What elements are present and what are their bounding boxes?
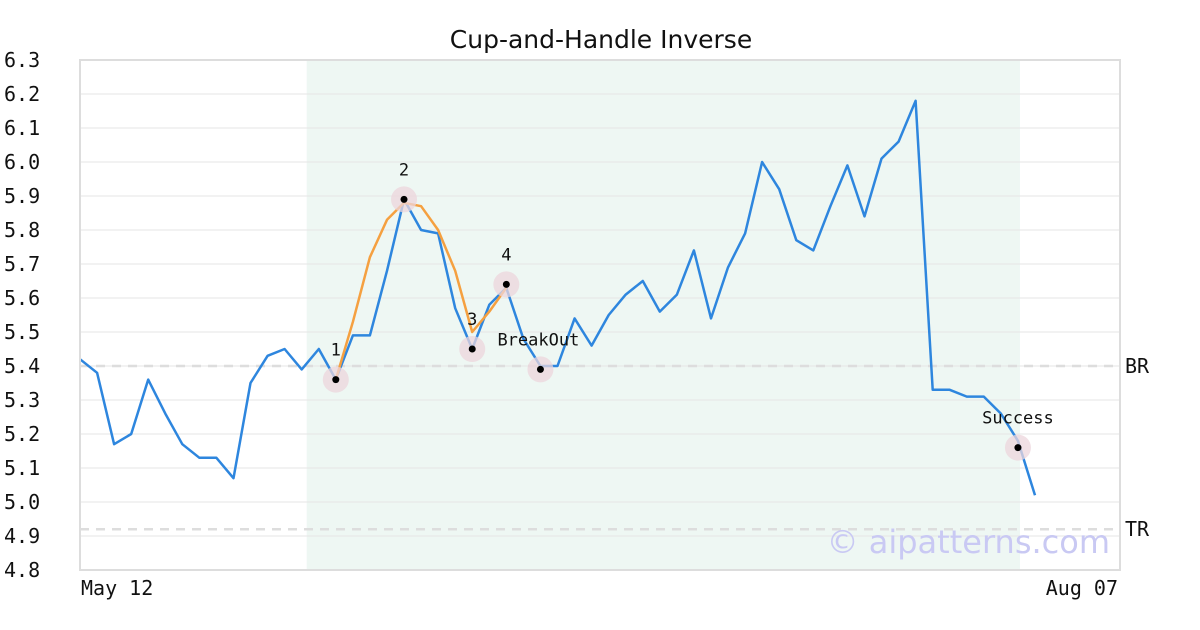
x-tick-label-end: Aug 07	[1046, 576, 1118, 600]
y-tick-label: 5.1	[4, 456, 40, 480]
marker-dot	[1014, 444, 1022, 452]
markers: 1 2 3 4 BreakOut Success	[322, 160, 1054, 461]
marker-dot	[332, 376, 340, 384]
marker-label: 2	[399, 160, 409, 180]
marker-label: 4	[501, 245, 511, 265]
chart-title: Cup-and-Handle Inverse	[450, 25, 752, 54]
y-tick-label: 4.8	[4, 558, 40, 582]
y-tick-label: 5.5	[4, 320, 40, 344]
price-line	[79, 99, 1037, 496]
y-tick-label: 5.8	[4, 218, 40, 242]
marker-label: 3	[467, 310, 477, 330]
marker-label: Success	[982, 409, 1054, 429]
y-tick-label: 4.9	[4, 524, 40, 548]
marker-dot	[400, 195, 408, 203]
level-lines: BR TR	[80, 354, 1150, 541]
y-tick-label: 5.0	[4, 490, 40, 514]
y-tick-label: 5.4	[4, 354, 40, 378]
plot-frame	[79, 59, 1121, 571]
y-tick-label: 5.7	[4, 252, 40, 276]
marker-label: 1	[331, 341, 341, 361]
level-label: BR	[1125, 354, 1150, 378]
y-tick-label: 6.3	[4, 48, 40, 72]
x-tick-label-start: May 12	[81, 576, 153, 600]
highlight-region	[306, 60, 1020, 570]
marker-dot	[536, 365, 544, 373]
y-axis-ticks: 6.3 6.2 6.1 6.0 5.9 5.8 5.7 5.6 5.5 5.4 5.3 5.2 5.1 5…	[4, 48, 40, 582]
marker-dot	[502, 280, 510, 288]
level-label: TR	[1125, 517, 1150, 541]
y-tick-label: 5.3	[4, 388, 40, 412]
y-tick-label: 6.0	[4, 150, 40, 174]
y-tick-label: 5.6	[4, 286, 40, 310]
y-tick-label: 5.2	[4, 422, 40, 446]
grid	[80, 93, 1120, 537]
watermark: © aipatterns.com	[827, 523, 1110, 561]
y-tick-label: 6.1	[4, 116, 40, 140]
y-tick-label: 6.2	[4, 82, 40, 106]
marker-dot	[468, 345, 476, 353]
pattern-curve-line	[334, 201, 508, 380]
marker-label: BreakOut	[497, 330, 579, 350]
y-tick-label: 5.9	[4, 184, 40, 208]
